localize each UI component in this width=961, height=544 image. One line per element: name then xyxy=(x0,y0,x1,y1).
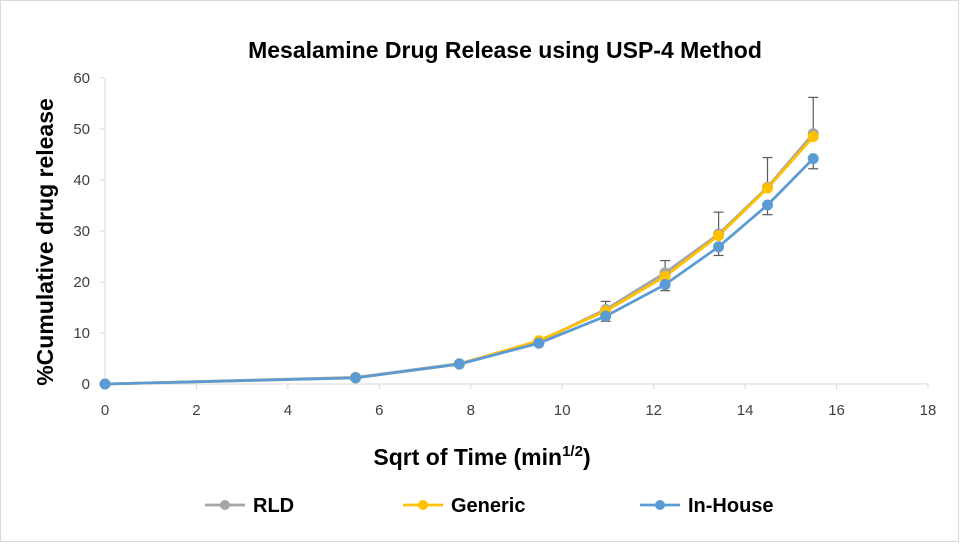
x-axis-title: Sqrt of Time (min1/2) xyxy=(373,443,590,470)
data-point xyxy=(762,182,774,194)
error-bars xyxy=(600,96,819,322)
x-axis-title-end: ) xyxy=(583,444,591,470)
x-tick-label: 8 xyxy=(467,402,475,419)
x-tick-label: 14 xyxy=(737,402,754,419)
legend-marker xyxy=(655,500,665,510)
series-line-2 xyxy=(104,157,815,386)
x-axis-title-superscript: 1/2 xyxy=(562,443,583,460)
data-point xyxy=(807,131,819,143)
y-tick-label: 60 xyxy=(73,70,90,87)
y-tick-label: 50 xyxy=(73,121,90,138)
legend-marker xyxy=(220,500,230,510)
series-line-0 xyxy=(104,132,815,386)
data-point xyxy=(762,199,774,211)
axes xyxy=(100,77,929,389)
data-point xyxy=(807,153,819,165)
data-point xyxy=(453,358,465,370)
x-tick-label: 2 xyxy=(192,402,200,419)
data-point xyxy=(713,230,725,242)
legend-label: RLD xyxy=(253,495,294,517)
x-tick-label: 16 xyxy=(828,402,845,419)
y-tick-label: 30 xyxy=(73,223,90,240)
legend: RLD Generic In-House xyxy=(205,495,774,517)
tick-labels: 0 2 4 6 8 10 12 14 16 18 0 10 20 30 40 50 60 xyxy=(73,70,936,419)
x-tick-label: 0 xyxy=(101,402,109,419)
data-point xyxy=(600,310,612,322)
chart-title: Mesalamine Drug Release using USP-4 Meth… xyxy=(248,37,762,63)
y-tick-label: 40 xyxy=(73,172,90,189)
legend-label: Generic xyxy=(451,495,525,517)
y-tick-label: 20 xyxy=(73,274,90,291)
data-point xyxy=(713,241,725,253)
y-tick-label: 10 xyxy=(73,325,90,342)
series-points xyxy=(99,128,819,390)
x-tick-label: 12 xyxy=(645,402,662,419)
x-tick-label: 18 xyxy=(920,402,937,419)
y-tick-label: 0 xyxy=(82,376,90,393)
x-axis-title-main: Sqrt of Time (min xyxy=(373,444,562,470)
series-lines xyxy=(104,132,815,386)
x-tick-label: 6 xyxy=(375,402,383,419)
data-point xyxy=(659,279,671,291)
data-point xyxy=(350,372,362,384)
data-point xyxy=(99,378,111,390)
data-point xyxy=(533,337,545,349)
series-line-1 xyxy=(104,135,815,386)
legend-marker xyxy=(418,500,428,510)
legend-label: In-House xyxy=(688,495,774,517)
x-tick-label: 4 xyxy=(284,402,292,419)
y-axis-title: %Cumulative drug release xyxy=(32,98,58,386)
x-tick-label: 10 xyxy=(554,402,571,419)
